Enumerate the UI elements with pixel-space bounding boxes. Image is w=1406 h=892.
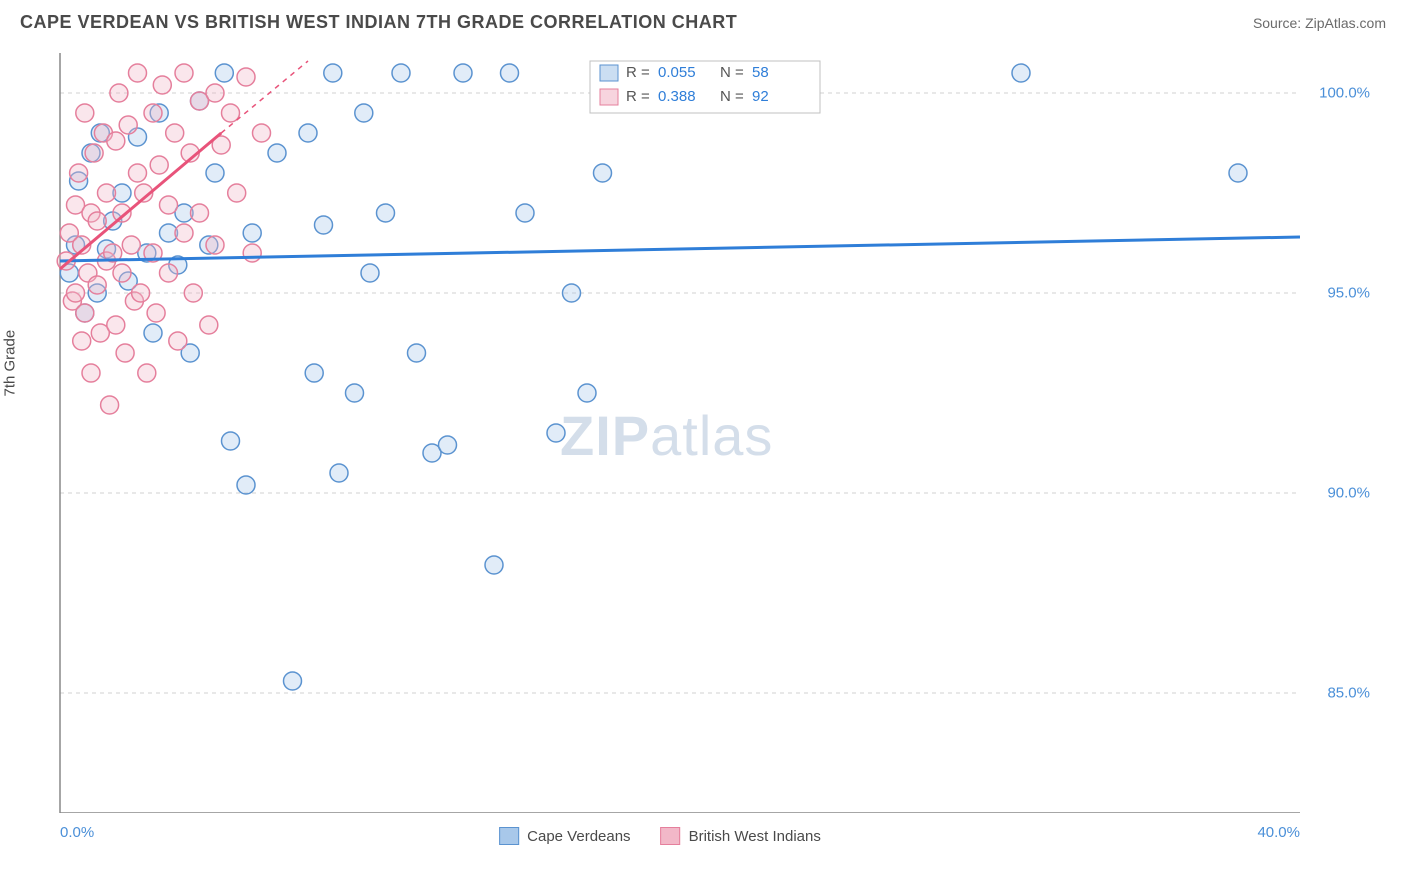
svg-text:R =: R = (626, 64, 650, 81)
source-attribution: Source: ZipAtlas.com (1253, 15, 1386, 31)
y-tick-label: 90.0% (1327, 485, 1370, 502)
svg-text:92: 92 (752, 88, 769, 105)
y-tick-label: 95.0% (1327, 285, 1370, 302)
legend-swatch-blue (499, 827, 519, 845)
legend-label: British West Indians (689, 828, 821, 845)
chart-title: CAPE VERDEAN VS BRITISH WEST INDIAN 7TH … (20, 12, 737, 33)
bottom-legend: Cape Verdeans British West Indians (499, 827, 821, 845)
chart-container: 7th Grade R =0.055N =58R =0.388N =92 ZIP… (20, 43, 1300, 813)
x-tick-label: 40.0% (1257, 824, 1300, 841)
legend-label: Cape Verdeans (527, 828, 630, 845)
y-tick-label: 100.0% (1319, 85, 1370, 102)
svg-text:0.055: 0.055 (658, 64, 696, 81)
svg-text:N =: N = (720, 88, 744, 105)
svg-text:58: 58 (752, 64, 769, 81)
y-axis-label: 7th Grade (2, 330, 19, 397)
scatter-chart: R = 0.055 N = 58 R = 0.388 N = 92 (20, 43, 1300, 813)
legend-item-bwi: British West Indians (661, 827, 821, 845)
y-tick-label: 85.0% (1327, 685, 1370, 702)
svg-text:N =: N = (720, 64, 744, 81)
x-tick-label: 0.0% (60, 824, 94, 841)
svg-text:R =: R = (626, 88, 650, 105)
legend-swatch-pink (661, 827, 681, 845)
legend-item-cape-verdeans: Cape Verdeans (499, 827, 630, 845)
svg-text:0.388: 0.388 (658, 88, 696, 105)
